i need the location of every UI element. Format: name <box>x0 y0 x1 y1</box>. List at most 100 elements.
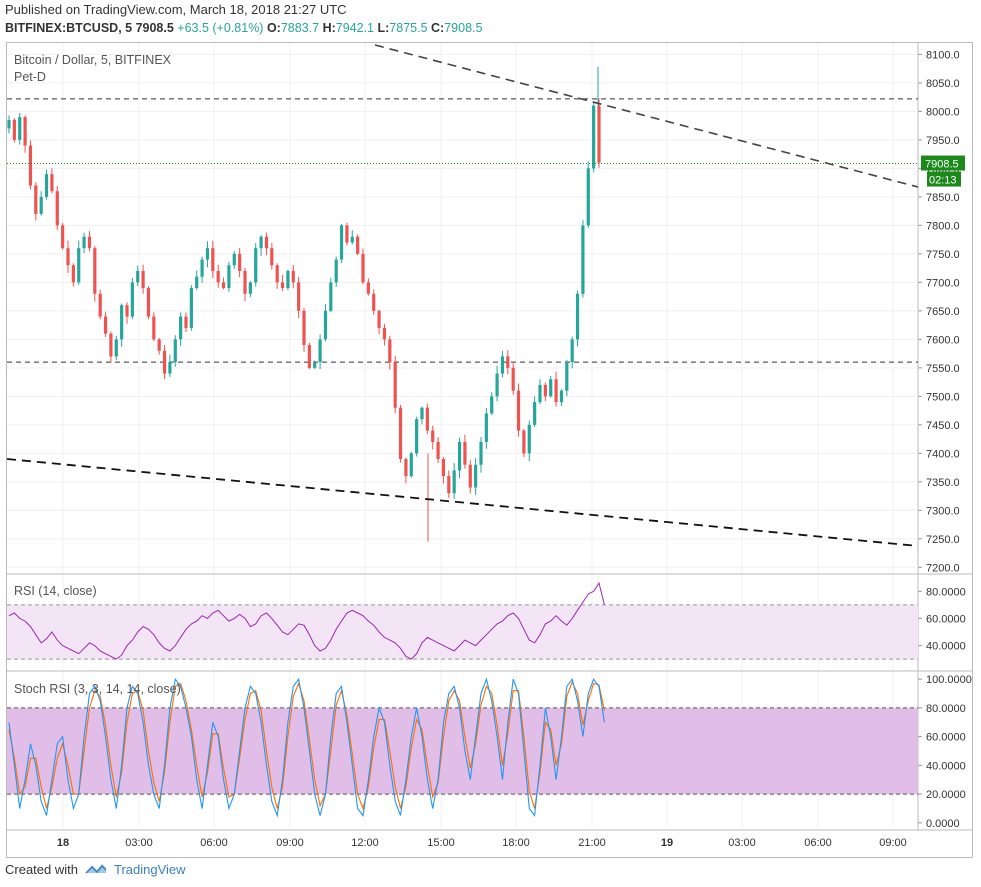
footer: Created with TradingView <box>5 861 186 877</box>
rsi-tick-label: 80.0000 <box>926 586 966 598</box>
y-tick-label: 7250.0 <box>926 534 960 546</box>
o-label: O: <box>266 21 281 35</box>
candle-body <box>398 407 403 460</box>
candle-body <box>581 225 585 294</box>
candle-body <box>141 270 145 289</box>
candle-body <box>565 362 569 391</box>
y-tick-label: 7700.0 <box>926 277 960 289</box>
candle-body <box>259 236 263 249</box>
candle-body <box>377 310 381 328</box>
change-value: +63.5 (+0.81%) <box>177 21 264 35</box>
candle-body <box>211 248 215 271</box>
candle-body <box>66 248 70 266</box>
candle-body <box>82 236 86 249</box>
candle-body <box>527 424 531 454</box>
candle-body <box>189 288 193 328</box>
stoch-tick-label: 80.0000 <box>926 703 966 715</box>
candle-body <box>506 356 510 368</box>
candle-body <box>18 117 22 140</box>
candle-body <box>538 384 542 403</box>
candle-body <box>361 253 365 283</box>
candle-body <box>162 350 167 374</box>
candle-body <box>334 259 338 283</box>
candle-body <box>98 293 102 317</box>
candle-body <box>39 196 43 214</box>
candle-body <box>195 276 199 289</box>
candle-body <box>404 459 408 477</box>
stoch-tick-label: 0.0000 <box>926 818 960 830</box>
stoch-tick-label: 40.0000 <box>926 760 966 772</box>
low-value: 7875.5 <box>389 21 428 35</box>
candle-body <box>34 185 38 214</box>
stoch-k-line <box>8 677 605 818</box>
candle-body <box>500 356 505 374</box>
y-tick-label: 7600.0 <box>926 334 960 346</box>
y-tick-label: 7800.0 <box>926 220 960 232</box>
candle-body <box>200 259 204 277</box>
candle-body <box>77 248 81 283</box>
y-tick-label: 7400.0 <box>926 448 960 460</box>
candle-body <box>372 293 376 311</box>
candle-body <box>179 316 183 340</box>
x-tick-label: 09:00 <box>276 837 304 849</box>
tradingview-logo-icon <box>85 864 107 874</box>
last-price-tag <box>921 155 965 171</box>
x-tick-label: 03:00 <box>728 837 756 849</box>
candle-body <box>549 379 553 397</box>
last-price: 7908.5 <box>135 21 174 35</box>
candle-body <box>28 145 33 186</box>
candle-body <box>468 464 472 488</box>
candle-body <box>366 282 370 294</box>
candle-body <box>109 333 113 357</box>
candle-body <box>71 265 75 283</box>
x-tick-label: 18 <box>57 837 69 849</box>
candle-body <box>350 236 354 243</box>
candle-body <box>103 316 108 334</box>
candle-body <box>425 407 429 431</box>
candle-body <box>270 248 274 266</box>
candle-body <box>55 191 59 226</box>
y-tick-label: 7350.0 <box>926 477 960 489</box>
close-value: 7908.5 <box>444 21 483 35</box>
candle-body <box>232 253 236 266</box>
y-tick-label: 7300.0 <box>926 505 960 517</box>
candle-body <box>173 339 177 363</box>
candle-body <box>559 390 564 403</box>
candle-body <box>157 339 161 351</box>
candle-body <box>114 339 118 357</box>
candle-body <box>184 316 188 328</box>
candle-body <box>484 413 488 442</box>
countdown-tag-text: 02:13 <box>929 175 957 187</box>
candle-body <box>168 362 172 374</box>
stoch-tick-label: 60.0000 <box>926 732 966 744</box>
c-label: C: <box>431 21 445 35</box>
candle-body <box>12 119 16 140</box>
candle-body <box>302 310 306 346</box>
candle-body <box>511 367 515 391</box>
candle-body <box>495 373 499 397</box>
candle-body <box>431 430 435 442</box>
high-value: 7942.1 <box>335 21 374 35</box>
trendline-upper <box>374 44 919 188</box>
y-tick-label: 7850.0 <box>926 192 960 204</box>
candle-body <box>318 339 322 363</box>
candle-body <box>329 282 333 311</box>
candle-body <box>307 345 311 368</box>
open-value: 7883.7 <box>280 21 320 35</box>
y-tick-label: 7200.0 <box>926 562 960 574</box>
y-tick-label: 7500.0 <box>926 391 960 403</box>
candle-body <box>356 236 360 254</box>
y-tick-label: 7550.0 <box>926 363 960 375</box>
candle-body <box>452 470 456 494</box>
y-tick-label: 7950.0 <box>926 135 960 147</box>
tradingview-brand[interactable]: TradingView <box>113 861 186 877</box>
candle-body <box>345 225 349 243</box>
candle-body <box>152 316 156 340</box>
candle-body <box>23 117 27 146</box>
candle-body <box>297 282 301 311</box>
x-tick-label: 21:00 <box>578 837 606 849</box>
candle-body <box>291 270 295 283</box>
candle-body <box>409 453 413 477</box>
rsi-tick-label: 40.0000 <box>926 641 966 653</box>
